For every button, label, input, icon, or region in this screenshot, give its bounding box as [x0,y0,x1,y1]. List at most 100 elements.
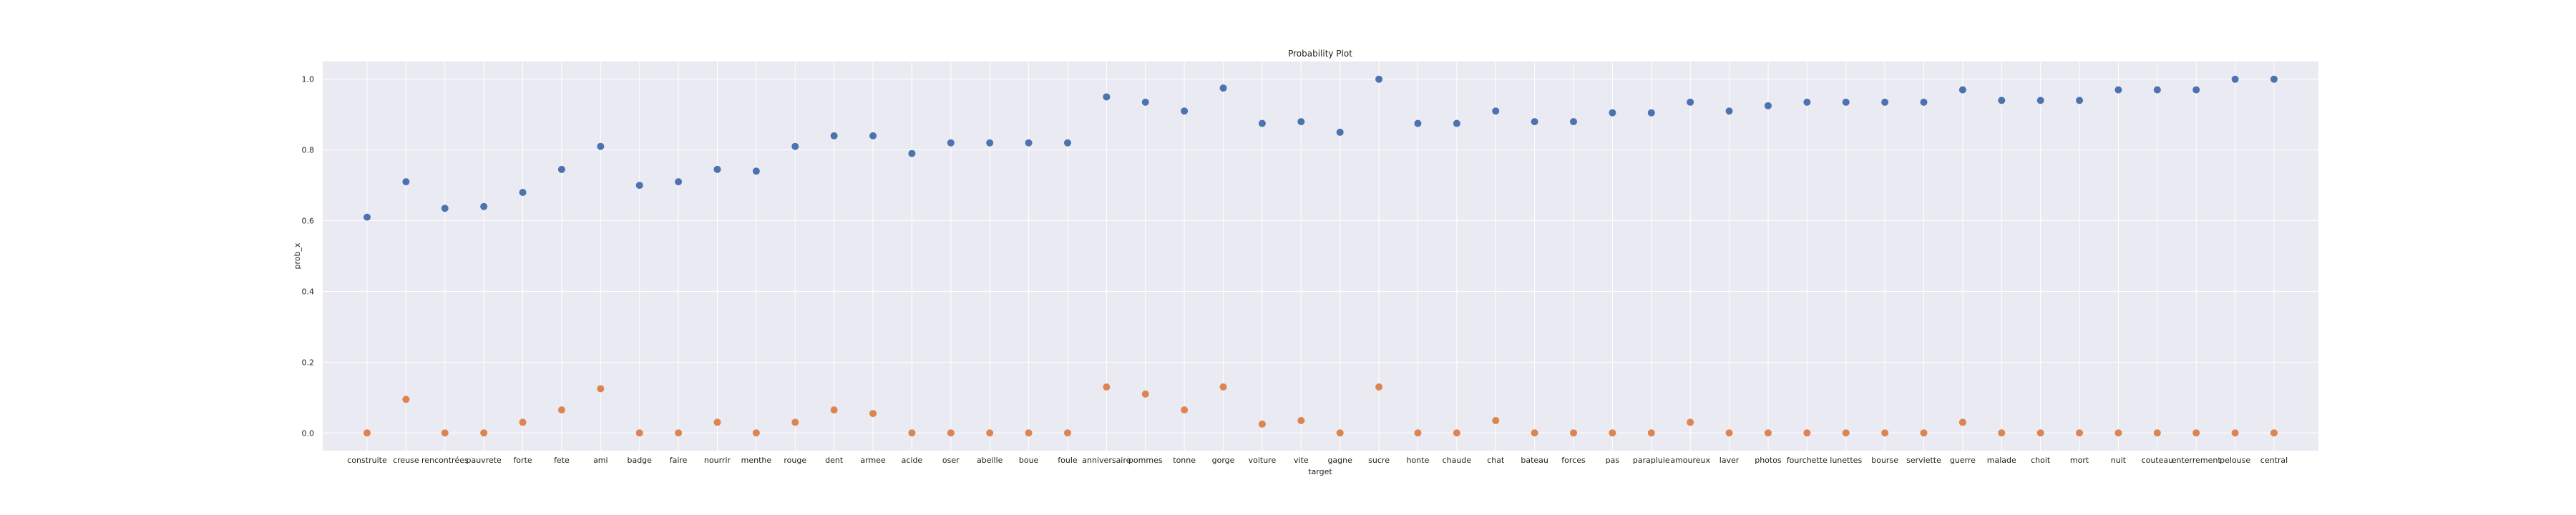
blue-point [1414,119,1422,127]
blue-point [1219,84,1227,92]
orange-point [2114,429,2122,437]
orange-point [1570,429,1578,437]
orange-point [1336,429,1344,437]
orange-point [1609,429,1616,437]
orange-point [1219,383,1227,391]
x-tick-label: gorge [1212,456,1235,465]
blue-point [908,149,916,157]
x-tick-label: abeille [977,456,1003,465]
x-tick-label: couteau [2142,456,2174,465]
blue-point [1958,86,1966,94]
orange-point [1141,390,1149,398]
blue-point [1570,118,1578,126]
orange-point [1063,429,1071,437]
orange-point [947,429,955,437]
blue-point [675,178,683,186]
blue-point [1764,102,1772,109]
x-tick-label: rouge [784,456,806,465]
x-tick-label: mort [2070,456,2089,465]
x-axis-label: target [1308,467,1332,476]
blue-point [1803,98,1811,106]
x-tick-label: badge [627,456,652,465]
blue-point [557,165,565,173]
orange-point [402,396,410,403]
x-tick-label: chaude [1443,456,1472,465]
orange-point [1453,429,1460,437]
orange-point [2036,429,2044,437]
blue-point [1103,93,1111,101]
x-tick-label: guerre [1950,456,1976,465]
y-tick-label: 0.0 [302,428,315,438]
orange-point [1531,429,1538,437]
x-tick-label: laver [1719,456,1740,465]
blue-point [1063,139,1071,147]
x-tick-label: pas [1606,456,1620,465]
blue-point [830,132,838,139]
orange-point [2231,429,2239,437]
x-tick-label: bateau [1521,456,1548,465]
blue-point [1181,107,1189,115]
blue-point [869,132,877,139]
x-tick-label: faire [670,456,688,465]
orange-point [1492,416,1500,424]
blue-point [2192,86,2200,94]
orange-point [752,429,760,437]
x-tick-label: tonne [1173,456,1196,465]
orange-point [2270,429,2278,437]
x-tick-label: gagne [1327,456,1352,465]
x-tick-label: serviette [1906,456,1941,465]
blue-point [791,142,799,150]
x-tick-label: rencontrées [421,456,469,465]
x-tick-label: pommes [1128,456,1163,465]
chart-title: Probability Plot [1288,49,1352,59]
x-tick-label: fourchette [1787,456,1828,465]
orange-point [713,418,721,426]
orange-point [1103,383,1111,391]
blue-point [1453,119,1460,127]
x-tick-label: pauvrete [466,456,502,465]
orange-point [1687,418,1694,426]
orange-point [1803,429,1811,437]
x-tick-label: sucre [1368,456,1390,465]
y-tick-label: 0.6 [302,217,315,226]
blue-point [1375,75,1383,83]
orange-point [1764,429,1772,437]
x-tick-label: chat [1487,456,1505,465]
blue-point [713,165,721,173]
blue-point [1258,119,1266,127]
orange-point [1998,429,2006,437]
x-tick-label: forces [1561,456,1586,465]
x-tick-label: construite [347,456,387,465]
blue-point [947,139,955,147]
x-tick-label: parapluie [1633,456,1670,465]
orange-point [1414,429,1422,437]
blue-point [635,182,643,190]
x-tick-label: anniversaire [1082,456,1131,465]
blue-point [1025,139,1033,147]
x-tick-label: boue [1019,456,1039,465]
blue-point [1881,98,1889,106]
blue-point [1998,97,2006,104]
orange-point [1375,383,1383,391]
x-tick-label: vite [1294,456,1309,465]
x-tick-label: oser [942,456,960,465]
orange-point [986,429,994,437]
orange-point [791,418,799,426]
orange-point [441,429,449,437]
orange-point [1725,429,1733,437]
orange-point [830,406,838,414]
blue-point [1920,98,1928,106]
orange-point [2192,429,2200,437]
x-tick-label: nourrir [704,456,731,465]
blue-point [1492,107,1500,115]
x-tick-label: bourse [1871,456,1898,465]
orange-point [635,429,643,437]
x-tick-label: armee [860,456,886,465]
blue-point [2036,97,2044,104]
orange-point [1181,406,1189,414]
blue-point [519,188,527,196]
data-points [364,75,2278,437]
blue-point [2114,86,2122,94]
blue-point [364,213,371,221]
